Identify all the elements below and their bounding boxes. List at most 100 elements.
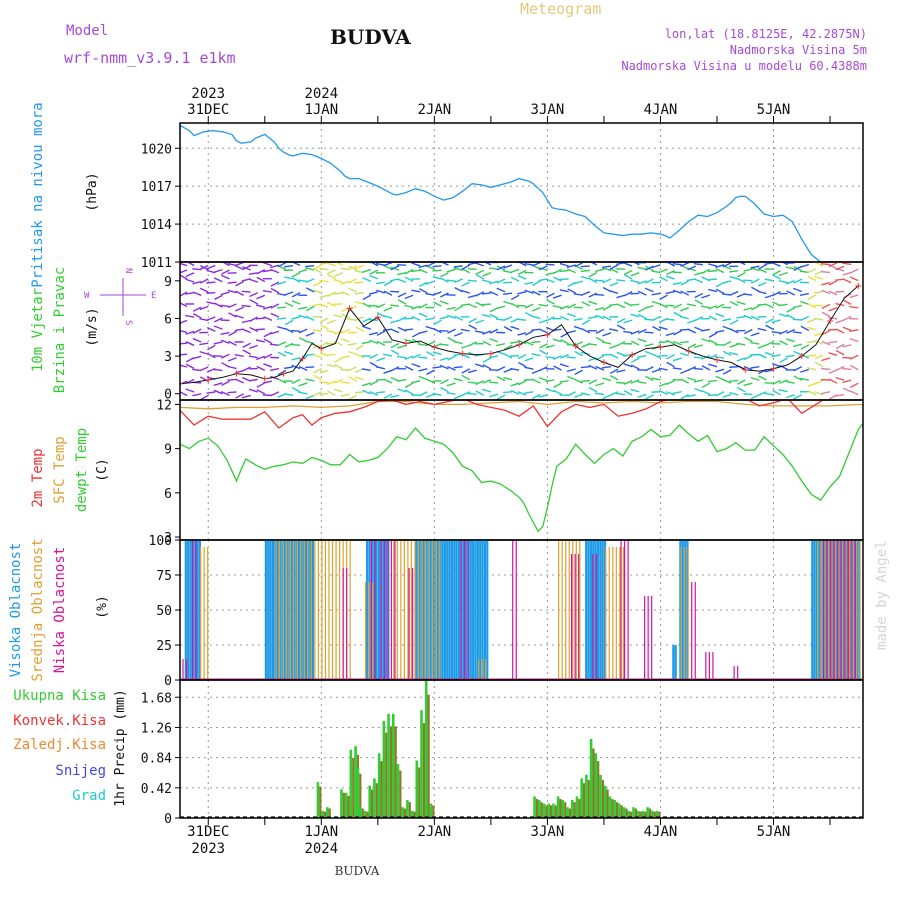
precip-bar-conv: [587, 780, 590, 818]
wind-arrow: [368, 331, 378, 336]
cloud-bar: [290, 540, 293, 680]
wind-arrow: [679, 328, 689, 331]
wind-arrow: [828, 262, 838, 268]
wind-arrow: [538, 266, 548, 272]
wind-arrow: [404, 294, 414, 300]
wind-arrow: [503, 368, 513, 373]
wind-arrow: [609, 344, 619, 349]
cloud-bar: [288, 540, 291, 680]
wind-arrow: [616, 324, 626, 331]
wind-arrow: [362, 302, 372, 309]
wind-arrow: [475, 291, 485, 297]
wind-arrow: [305, 353, 315, 356]
wind-arrow: [439, 316, 449, 320]
cloud-bar: [427, 540, 430, 680]
wind-arrow: [693, 344, 704, 348]
wind-arrow: [214, 294, 223, 301]
precip-bar-conv: [366, 811, 369, 818]
wind-arrow: [574, 262, 584, 268]
cloud-bar: [278, 540, 281, 680]
wind-arrow: [369, 274, 379, 280]
wind-arrow: [659, 294, 668, 301]
wind-arrow: [496, 287, 506, 293]
wind-arrow: [842, 326, 852, 332]
cloud-bar: [274, 540, 277, 680]
cloud-bar: [474, 540, 477, 680]
temperature-panel: 3 6 9 12: [156, 398, 864, 546]
wind-arrow: [793, 366, 803, 372]
wind-arrow: [546, 316, 555, 322]
wind-arrow: [263, 305, 273, 310]
wind-arrow: [758, 264, 767, 270]
wind-arrow: [305, 340, 315, 345]
cloud-bar: [587, 540, 590, 680]
precip-bar-conv: [644, 811, 647, 818]
wind-arrow: [679, 352, 689, 357]
cloud-label-1: Visoka Oblacnost: [8, 543, 24, 678]
wind-arrow: [263, 262, 273, 267]
wind-arrow: [559, 379, 569, 383]
wind-arrow: [340, 280, 350, 285]
cloud-bar: [571, 554, 573, 680]
wind-arrow: [757, 344, 767, 349]
precip-bar-total: [622, 807, 626, 818]
wind-arrow: [447, 365, 456, 371]
wind-arrow: [207, 344, 216, 351]
wind-arrow: [538, 394, 548, 398]
wind-arrow: [849, 305, 859, 309]
cloud-bar: [434, 540, 437, 680]
y-tick-label: 3: [164, 350, 172, 365]
wind-arrow: [715, 288, 725, 295]
wind-arrow: [567, 312, 576, 318]
cloud-bar: [837, 540, 839, 680]
wind-arrow: [807, 326, 817, 331]
wind-arrow: [601, 366, 612, 369]
wind-arrow: [757, 391, 767, 396]
precip-bar-total: [344, 792, 348, 818]
cloud-bar: [400, 540, 402, 680]
cloud-bar: [619, 547, 621, 680]
wind-arrow: [418, 391, 428, 397]
wind-arrow: [206, 391, 216, 394]
wind-arrow: [559, 262, 569, 267]
wind-arrow: [750, 394, 760, 400]
wind-arrow: [467, 262, 477, 266]
wind-arrow: [454, 394, 463, 400]
wind-arrow: [221, 380, 230, 387]
wind-arrow: [538, 265, 548, 271]
wind-arrow: [531, 341, 541, 344]
wind-arrow: [580, 269, 590, 273]
wind-arrow: [180, 342, 181, 343]
cloud-bar: [293, 540, 295, 680]
wind-arrow: [199, 287, 209, 293]
wind-arrow: [433, 327, 442, 334]
cloud-bar: [486, 540, 489, 680]
y-tick-label: 0.84: [141, 752, 172, 767]
precip-bar-total: [651, 810, 654, 818]
wind-arrow: [546, 299, 555, 305]
wind-arrow: [722, 325, 732, 331]
wind-arrow: [312, 353, 322, 359]
y-tick-label: 1017: [141, 180, 172, 195]
wind-arrow: [213, 317, 223, 323]
wind-arrow: [517, 339, 527, 345]
wind-arrow: [488, 267, 499, 271]
wind-arrow: [220, 339, 230, 344]
wind-arrow: [658, 367, 668, 371]
wind-arrow: [326, 330, 336, 334]
wind-arrow: [559, 363, 569, 368]
cloud-bar: [281, 540, 284, 680]
wind-arrow: [482, 379, 492, 384]
cloud-bar: [833, 540, 835, 680]
wind-arrow: [503, 300, 513, 305]
wind-arrow: [630, 340, 640, 346]
wind-arrow: [397, 272, 407, 276]
wind-arrow: [180, 262, 188, 267]
cloud-bar: [840, 540, 842, 680]
wind-arrow: [192, 328, 202, 334]
wind-arrow: [270, 330, 280, 335]
wind-arrow: [333, 272, 343, 277]
wind-arrow: [383, 393, 393, 399]
wind-arrow: [658, 382, 668, 387]
cloud-bar: [848, 540, 851, 680]
